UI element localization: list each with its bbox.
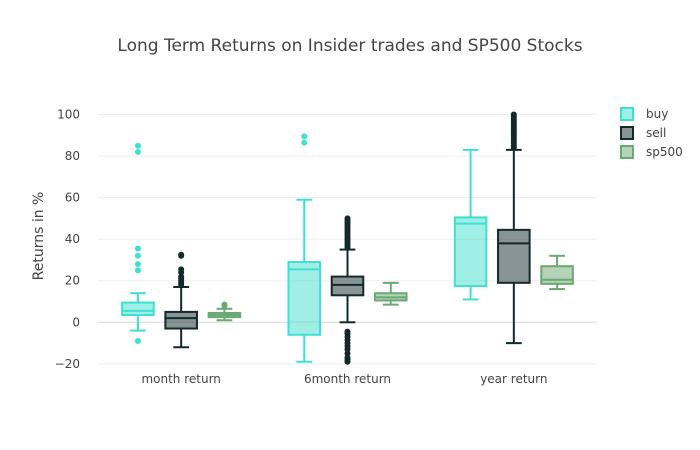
box-iqr[interactable] bbox=[497, 228, 531, 284]
legend-swatch bbox=[620, 126, 634, 140]
box-sell-year-return[interactable] bbox=[497, 111, 531, 345]
outlier-point[interactable] bbox=[344, 354, 351, 361]
y-tick-label: 60 bbox=[65, 191, 80, 205]
legend-item-buy[interactable]: buy bbox=[620, 107, 668, 121]
x-tick-label: month return bbox=[141, 372, 220, 386]
outlier-point[interactable] bbox=[134, 267, 141, 274]
y-axis-title: Returns in % bbox=[31, 192, 47, 281]
y-tick-label: 40 bbox=[65, 232, 80, 246]
box-iqr[interactable] bbox=[540, 265, 574, 285]
box-sp500-6month-return[interactable] bbox=[373, 281, 408, 306]
legend-swatch bbox=[620, 107, 634, 121]
outlier-point[interactable] bbox=[134, 245, 141, 252]
outlier-point[interactable] bbox=[178, 251, 185, 258]
box-traces bbox=[121, 111, 574, 365]
outlier-point[interactable] bbox=[134, 337, 141, 344]
outlier-point[interactable] bbox=[301, 133, 308, 140]
box-buy-6month-return[interactable] bbox=[287, 133, 322, 363]
x-tick-label: year return bbox=[480, 372, 547, 386]
outlier-point[interactable] bbox=[134, 261, 141, 268]
box-sp500-month-return[interactable] bbox=[207, 301, 242, 322]
y-tick-label: 20 bbox=[65, 274, 80, 288]
outlier-point[interactable] bbox=[301, 139, 308, 146]
outlier-point[interactable] bbox=[134, 148, 141, 155]
box-sell-month-return[interactable] bbox=[164, 251, 198, 349]
series-buy bbox=[121, 133, 488, 363]
legend-label: sell bbox=[646, 126, 666, 140]
outlier-point[interactable] bbox=[510, 111, 517, 118]
outlier-point[interactable] bbox=[344, 350, 351, 357]
box-sp500-year-return[interactable] bbox=[540, 254, 574, 291]
outlier-point[interactable] bbox=[134, 252, 141, 259]
box-iqr[interactable] bbox=[287, 261, 322, 336]
outlier-point[interactable] bbox=[344, 215, 351, 222]
x-tick-label: 6month return bbox=[304, 372, 391, 386]
box-buy-month-return[interactable] bbox=[121, 142, 155, 344]
box-iqr[interactable] bbox=[453, 216, 488, 287]
box-buy-year-return[interactable] bbox=[453, 148, 488, 301]
y-tick-label: 0 bbox=[72, 315, 80, 329]
outlier-point[interactable] bbox=[178, 273, 185, 280]
box-iqr[interactable] bbox=[121, 301, 155, 317]
legend-item-sell[interactable]: sell bbox=[620, 126, 666, 140]
legend-item-sp500[interactable]: sp500 bbox=[620, 145, 683, 159]
chart-title: Long Term Returns on Insider trades and … bbox=[117, 36, 582, 56]
outlier-point[interactable] bbox=[221, 301, 228, 308]
legend-label: buy bbox=[646, 107, 668, 121]
outlier-point[interactable] bbox=[134, 142, 141, 149]
y-tick-label: 100 bbox=[57, 108, 80, 122]
y-axis: −20 0 20 40 60 80 100 bbox=[55, 108, 80, 371]
outlier-point[interactable] bbox=[178, 266, 185, 273]
series-sell bbox=[164, 111, 531, 365]
y-tick-label: 80 bbox=[65, 149, 80, 163]
y-tick-label: −20 bbox=[55, 357, 80, 371]
legend-swatch bbox=[620, 145, 634, 159]
series-sp500 bbox=[207, 254, 574, 322]
box-iqr[interactable] bbox=[164, 310, 198, 330]
box-sell-6month-return[interactable] bbox=[330, 215, 365, 365]
legend-label: sp500 bbox=[646, 145, 683, 159]
outlier-point[interactable] bbox=[344, 328, 351, 335]
box-iqr[interactable] bbox=[330, 275, 365, 297]
x-axis: month return 6month return year return bbox=[141, 372, 547, 386]
legend[interactable]: buy sell sp500 bbox=[620, 107, 683, 159]
